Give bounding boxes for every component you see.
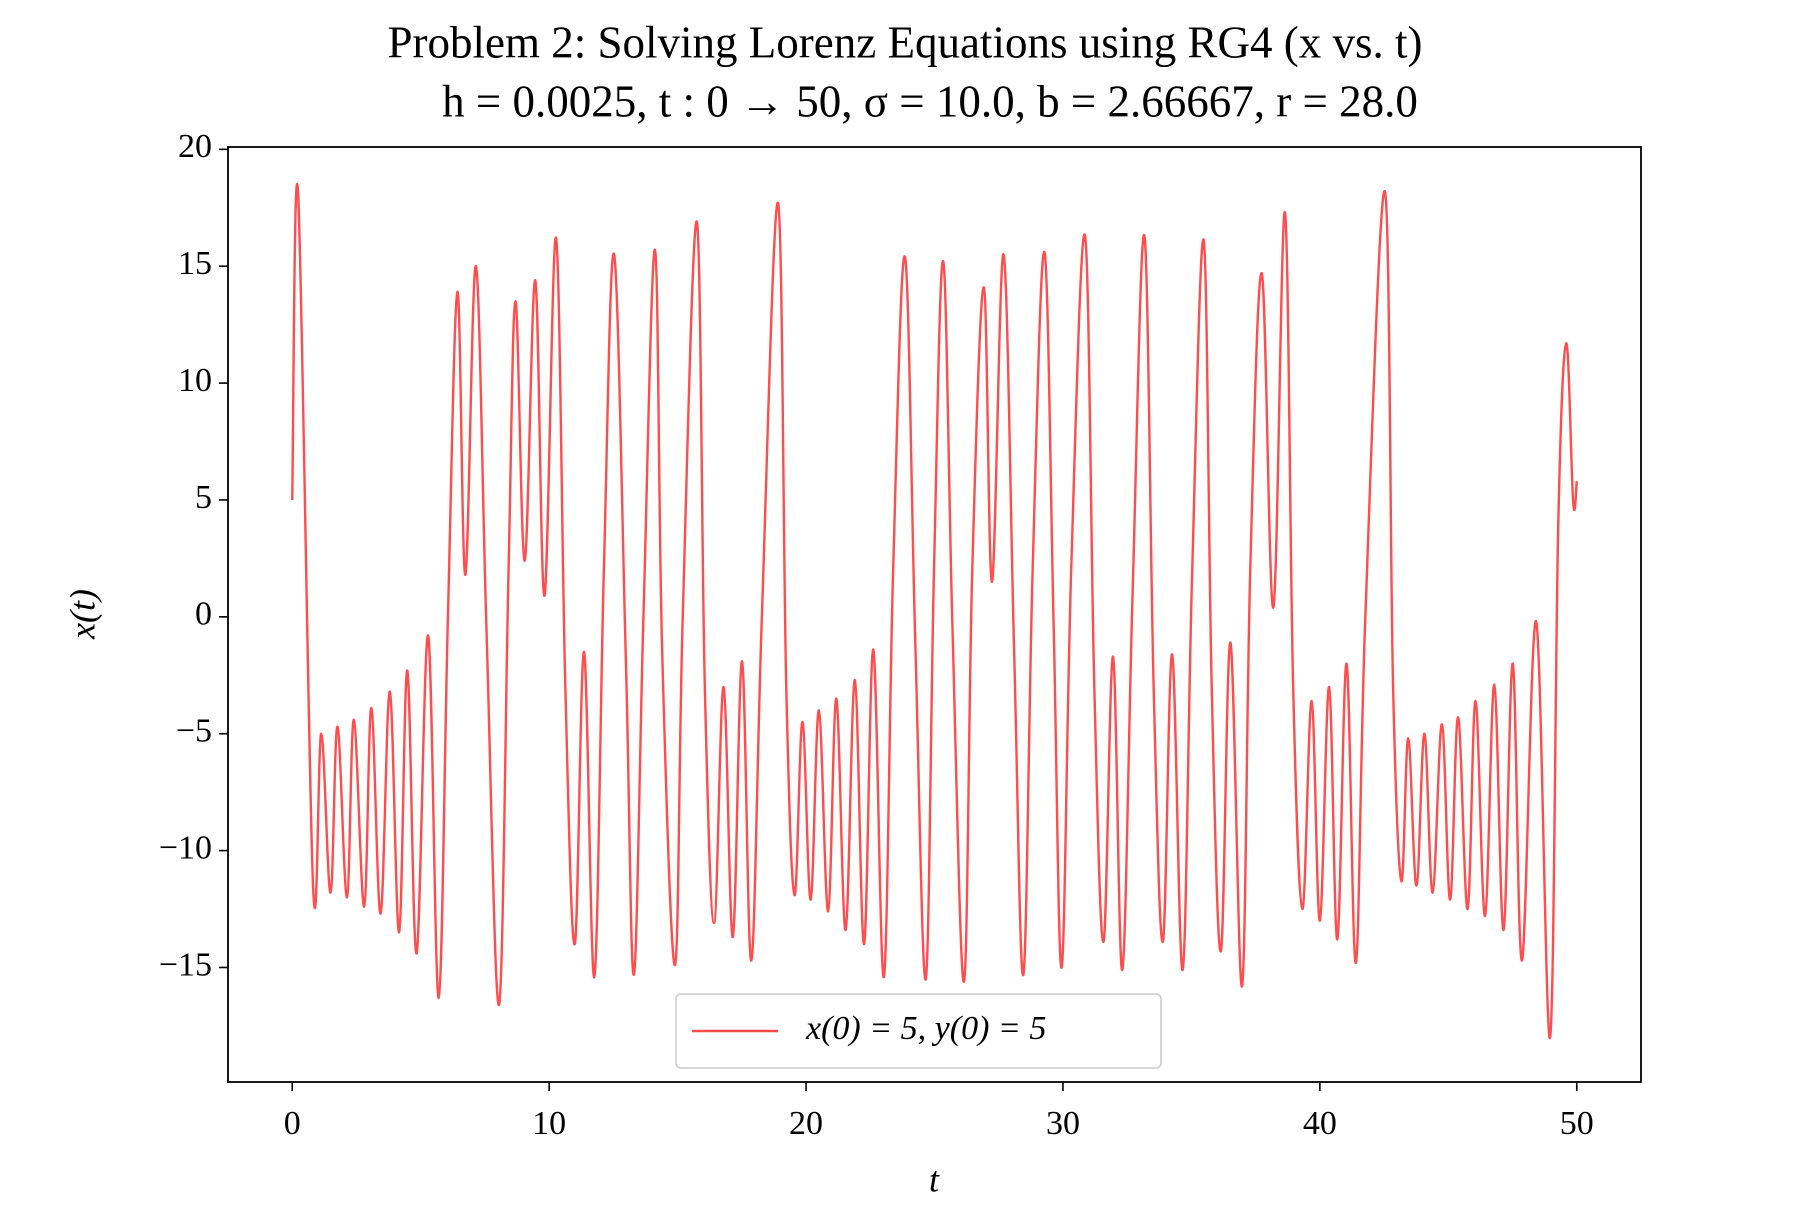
- legend-label: x(0) = 5, y(0) = 5: [805, 1010, 1046, 1047]
- chart-subtitle: h = 0.0025, t : 0 → 50, σ = 10.0, b = 2.…: [442, 76, 1418, 126]
- y-tick-label: 20: [178, 128, 212, 165]
- legend-box: [675, 993, 1162, 1069]
- y-tick-label: −10: [159, 829, 212, 866]
- x-axis-label: t: [929, 1159, 940, 1199]
- x-tick-label: 20: [789, 1105, 823, 1142]
- x-tick-label: 40: [1303, 1105, 1337, 1142]
- y-tick-label: 15: [178, 245, 212, 282]
- axes-frame: [227, 146, 1642, 1083]
- y-tick-label: 5: [195, 479, 212, 516]
- x-tick-label: 50: [1560, 1105, 1594, 1142]
- y-axis-label: x(t): [62, 589, 102, 640]
- x-tick-label: 10: [532, 1105, 566, 1142]
- data-line: [291, 182, 1578, 1039]
- x-tick-label: 30: [1046, 1105, 1080, 1142]
- x-tick-label: 0: [284, 1105, 301, 1142]
- y-tick-label: −5: [176, 713, 212, 750]
- y-tick-label: −15: [159, 946, 212, 983]
- chart-title: Problem 2: Solving Lorenz Equations usin…: [388, 17, 1423, 67]
- y-tick-label: 0: [195, 596, 212, 633]
- y-tick-label: 10: [178, 362, 212, 399]
